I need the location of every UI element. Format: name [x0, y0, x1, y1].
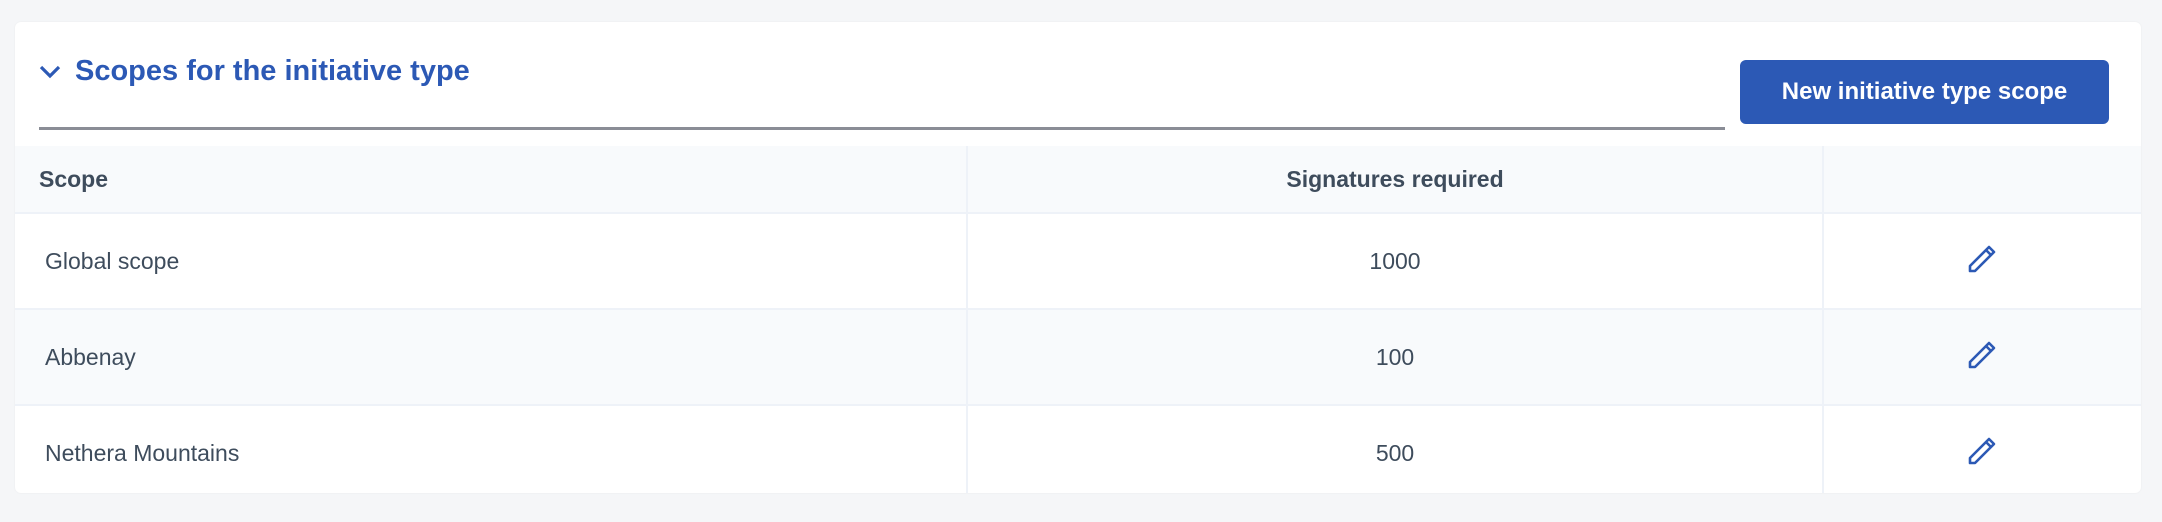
scopes-card: Scopes for the initiative type New initi… [15, 22, 2141, 493]
signatures-cell: 500 [967, 405, 1824, 493]
actions-cell [1823, 213, 2141, 310]
signatures-cell: 1000 [967, 213, 1824, 310]
scope-cell: Abbenay [15, 309, 968, 406]
column-header-scope: Scope [15, 146, 968, 214]
new-initiative-type-scope-button[interactable]: New initiative type scope [1740, 60, 2109, 124]
column-header-actions [1823, 146, 2141, 214]
table-header-row: Scope Signatures required [15, 146, 2141, 214]
section-title: Scopes for the initiative type [75, 55, 470, 87]
table-row: Nethera Mountains 500 [15, 405, 2141, 493]
section-header-underline [39, 52, 1725, 130]
table-row: Abbenay 100 [15, 309, 2141, 406]
scope-cell: Nethera Mountains [15, 405, 968, 493]
signatures-cell: 100 [967, 309, 1824, 406]
section-toggle[interactable]: Scopes for the initiative type [39, 55, 470, 88]
actions-cell [1823, 309, 2141, 406]
scope-cell: Global scope [15, 213, 968, 310]
pencil-icon[interactable] [1966, 341, 2000, 376]
pencil-icon[interactable] [1966, 245, 2000, 280]
chevron-down-icon [39, 65, 61, 78]
column-header-signatures: Signatures required [967, 146, 1824, 214]
pencil-icon[interactable] [1966, 437, 2000, 472]
scopes-table: Scope Signatures required Global scope 1… [15, 146, 2141, 493]
table-row: Global scope 1000 [15, 213, 2141, 310]
actions-cell [1823, 405, 2141, 493]
